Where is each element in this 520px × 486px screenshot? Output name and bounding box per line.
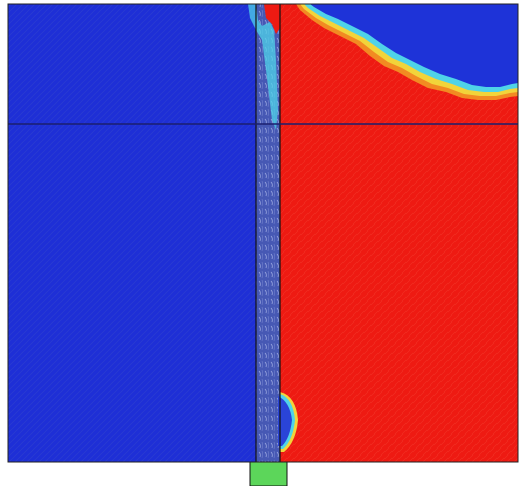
left-blue-texture bbox=[8, 4, 256, 462]
bottom-bulge-blue bbox=[278, 396, 292, 446]
green-box bbox=[249, 461, 288, 486]
channel-top-wisp bbox=[248, 4, 278, 130]
domain-frame bbox=[7, 3, 519, 463]
channel-top-red bbox=[264, 4, 280, 34]
top-right-blue-region bbox=[310, 4, 518, 87]
